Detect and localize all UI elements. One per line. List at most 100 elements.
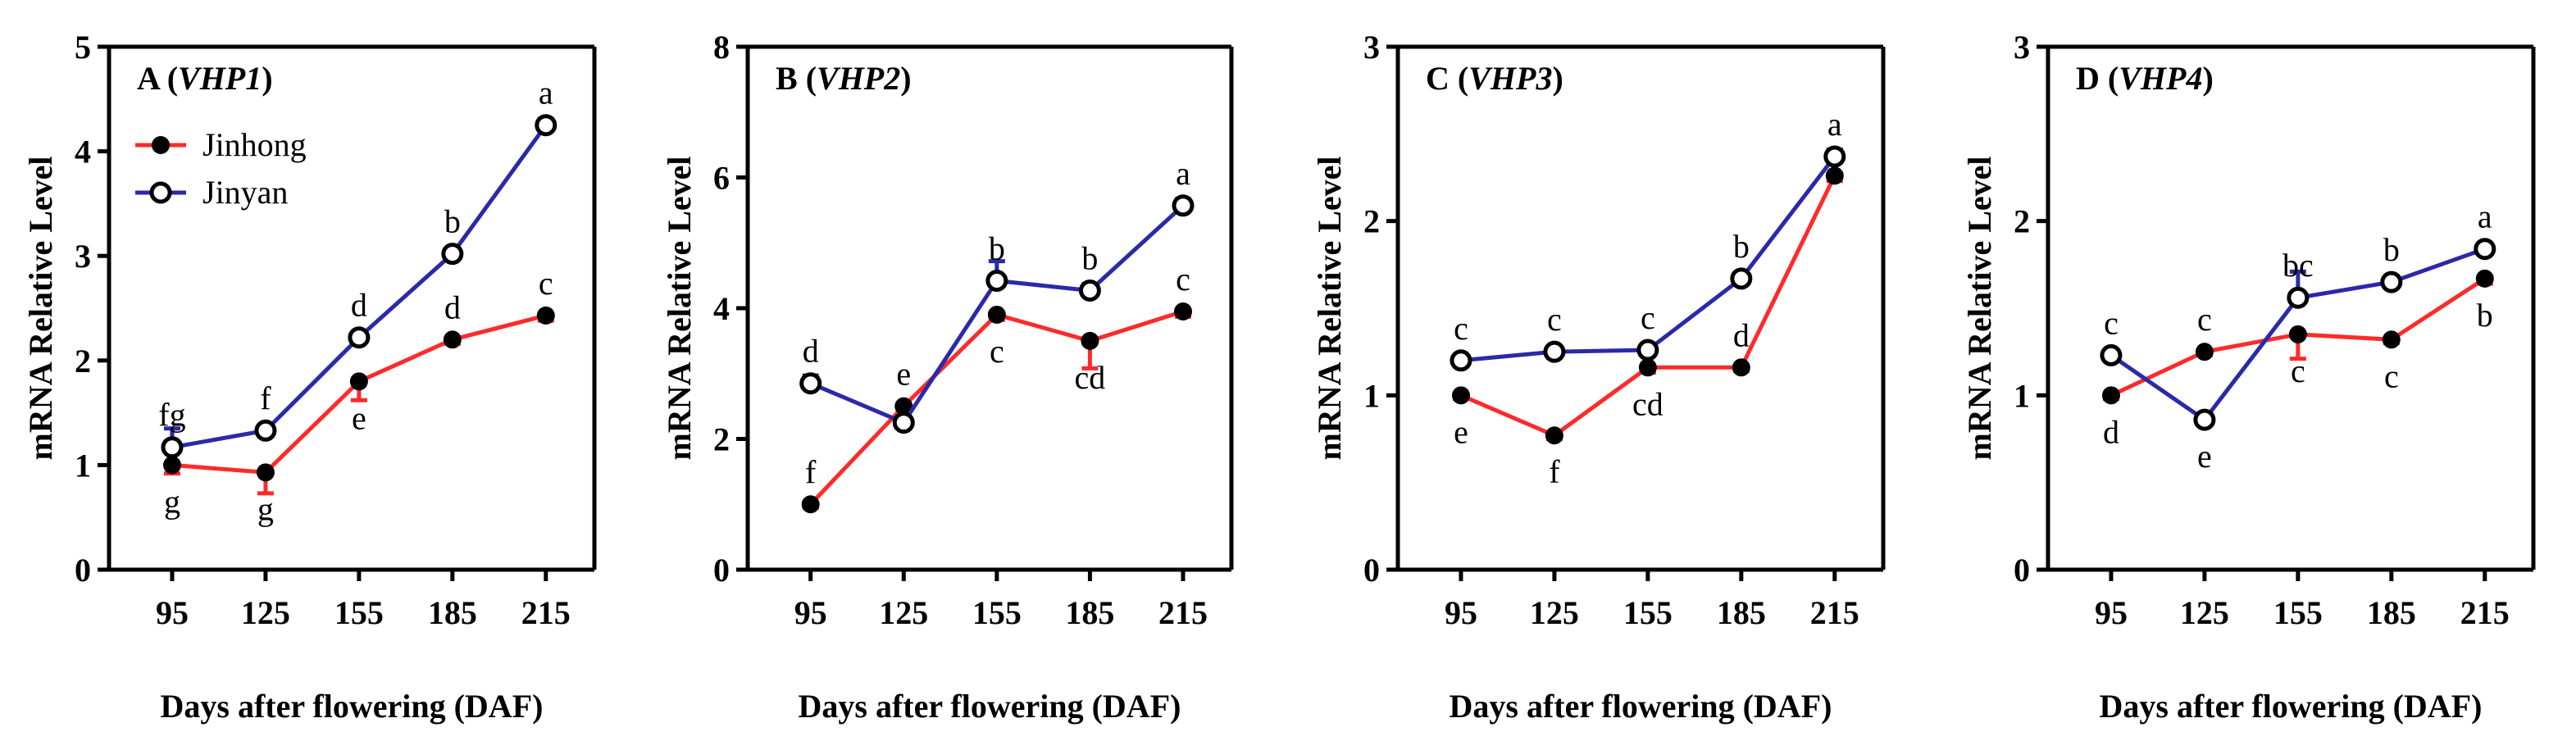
legend-label-jinhong: Jinhong (203, 126, 307, 163)
significance-letter: b (444, 203, 461, 240)
significance-letter: bc (2282, 247, 2314, 284)
point-jinhong (2288, 325, 2307, 343)
y-tick-label: 5 (75, 29, 91, 66)
point-jinhong (443, 330, 462, 349)
y-tick-label: 0 (1363, 552, 1380, 589)
panel-gene: VHP1 (178, 60, 262, 97)
point-jinhong (894, 397, 913, 416)
legend-marker-jinhong (152, 136, 170, 154)
significance-letter: c (1176, 261, 1190, 298)
panel-gene: VHP3 (1468, 60, 1552, 97)
y-tick-label: 0 (75, 552, 91, 589)
panel-gene: VHP2 (817, 60, 900, 97)
x-tick-label: 185 (1065, 594, 1114, 631)
significance-letter: c (2104, 304, 2119, 341)
panel-letter: C (1426, 60, 1450, 97)
point-jinhong (1451, 386, 1470, 405)
panel-title: B (VHP2) (776, 60, 912, 97)
y-tick-label: 0 (713, 552, 730, 589)
significance-letter: c (2384, 357, 2399, 394)
y-axis-title: mRNA Relative Level (661, 156, 698, 460)
point-jinhong (1545, 426, 1563, 445)
point-jinhong (1081, 331, 1099, 350)
x-tick-label: 95 (2095, 594, 2128, 631)
point-jinhong (987, 305, 1006, 324)
significance-letter: f (805, 453, 817, 490)
point-jinhong (801, 495, 820, 514)
x-tick-label: 125 (879, 594, 928, 631)
panel-letter: A (137, 60, 161, 97)
x-tick-label: 125 (241, 594, 290, 631)
x-tick-label: 155 (1623, 594, 1673, 631)
significance-letter: e (352, 399, 366, 436)
significance-letter: cd (1075, 359, 1106, 396)
x-tick-label: 215 (521, 594, 571, 631)
legend: Jinhong Jinyan (135, 126, 307, 211)
point-jinhong (2195, 343, 2214, 361)
x-tick-label: 155 (2273, 594, 2323, 631)
y-tick-label: 3 (75, 238, 91, 275)
y-tick-label: 1 (1363, 377, 1380, 414)
significance-letter: a (2478, 198, 2492, 235)
x-tick-label: 185 (1717, 594, 1766, 631)
point-jinyan (1823, 145, 1846, 168)
x-tick-label: 155 (972, 594, 1022, 631)
point-jinhong (349, 372, 368, 391)
panel-title: A (VHP1) (137, 60, 273, 97)
significance-letter: g (164, 483, 180, 520)
y-tick-label: 2 (2014, 203, 2030, 240)
x-tick-label: 215 (1158, 594, 1208, 631)
y-tick-label: 1 (75, 447, 91, 484)
significance-letter: b (2477, 297, 2493, 334)
point-jinyan (1730, 267, 1753, 290)
x-tick-label: 215 (1810, 594, 1859, 631)
point-jinhong (2382, 330, 2401, 349)
point-jinyan (2100, 343, 2123, 366)
significance-letter: b (2383, 231, 2400, 268)
significance-letter: e (2197, 438, 2212, 475)
point-jinhong (2475, 269, 2494, 288)
significance-letter: c (2197, 301, 2212, 338)
x-tick-label: 95 (1445, 594, 1477, 631)
x-axis-title: Days after flowering (DAF) (1450, 688, 1832, 725)
point-jinyan (254, 419, 277, 442)
panel-letter: D (2076, 60, 2100, 97)
point-jinhong (162, 456, 181, 475)
significance-letter: e (896, 356, 911, 393)
significance-letter: c (990, 333, 1004, 370)
point-jinyan (1078, 279, 1101, 302)
point-jinyan (2474, 238, 2496, 261)
significance-letter: d (803, 333, 819, 370)
point-jinhong (1825, 166, 1844, 185)
point-jinyan (161, 436, 184, 459)
y-tick-label: 3 (1363, 29, 1380, 66)
panel-c: 0 1 2 3 95 125 155 185 215 Days after flowering (… (1311, 29, 1886, 725)
y-tick-label: 2 (713, 421, 730, 458)
panel-d: 0 1 2 3 95 125 155 185 215 Days after flowering (… (1961, 29, 2536, 725)
y-axis-title: mRNA Relative Level (1311, 156, 1348, 460)
significance-letter: a (539, 75, 553, 111)
x-axis-title: Days after flowering (DAF) (799, 688, 1181, 725)
significance-letter: c (1547, 301, 1562, 338)
significance-letter: b (1733, 228, 1750, 265)
significance-letter: cd (1632, 385, 1663, 422)
series-jinhong: d c c c b (2101, 269, 2494, 450)
point-jinhong (256, 463, 275, 482)
panel-title: C (VHP3) (1426, 60, 1563, 97)
point-jinyan (1450, 349, 1472, 372)
significance-letter: fg (158, 397, 185, 434)
legend-marker-jinyan (149, 181, 172, 204)
point-jinyan (2193, 408, 2216, 431)
point-jinhong (2101, 386, 2120, 405)
significance-letter: a (1176, 155, 1190, 192)
significance-letter: f (1549, 453, 1560, 490)
significance-letter: g (257, 490, 274, 527)
x-tick-label: 95 (794, 594, 827, 631)
x-tick-label: 185 (2367, 594, 2416, 631)
significance-letter: c (2291, 352, 2305, 389)
significance-letter: c (539, 265, 553, 302)
x-tick-label: 185 (428, 594, 477, 631)
